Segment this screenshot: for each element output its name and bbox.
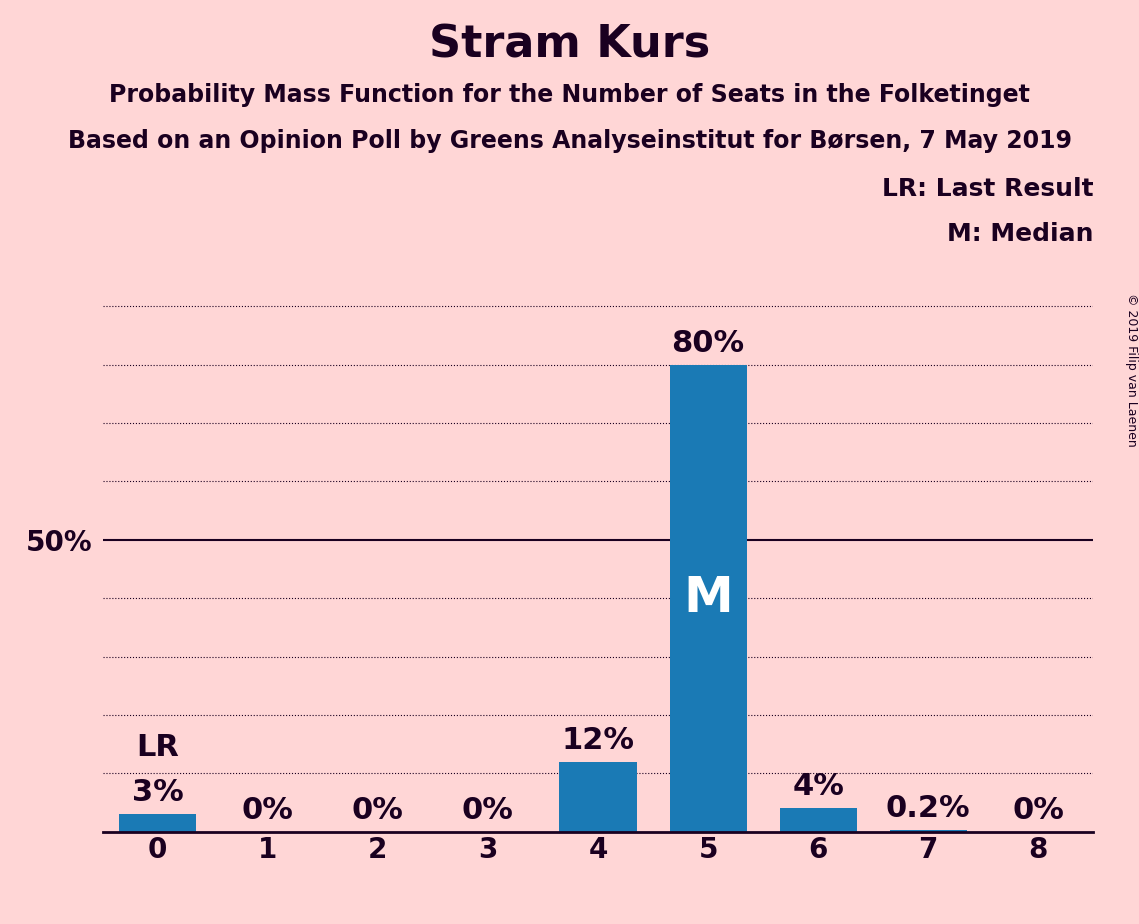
Text: 4%: 4% <box>793 772 844 801</box>
Text: © 2019 Filip van Laenen: © 2019 Filip van Laenen <box>1124 293 1138 446</box>
Text: Based on an Opinion Poll by Greens Analyseinstitut for Børsen, 7 May 2019: Based on an Opinion Poll by Greens Analy… <box>67 129 1072 153</box>
Text: 0%: 0% <box>462 796 514 824</box>
Bar <box>670 365 747 832</box>
Bar <box>890 831 967 832</box>
Bar <box>780 808 857 832</box>
Text: 80%: 80% <box>672 329 745 358</box>
Text: Stram Kurs: Stram Kurs <box>429 23 710 67</box>
Bar <box>118 814 196 832</box>
Text: M: M <box>683 574 734 622</box>
Text: 0%: 0% <box>352 796 403 824</box>
Bar <box>559 761 637 832</box>
Text: LR: Last Result: LR: Last Result <box>882 177 1093 201</box>
Text: M: Median: M: Median <box>947 222 1093 246</box>
Text: 12%: 12% <box>562 725 634 755</box>
Text: 0.2%: 0.2% <box>886 795 970 823</box>
Text: LR: LR <box>137 733 179 761</box>
Text: Probability Mass Function for the Number of Seats in the Folketinget: Probability Mass Function for the Number… <box>109 83 1030 107</box>
Text: 0%: 0% <box>241 796 294 824</box>
Text: 0%: 0% <box>1013 796 1064 824</box>
Text: 3%: 3% <box>132 778 183 807</box>
